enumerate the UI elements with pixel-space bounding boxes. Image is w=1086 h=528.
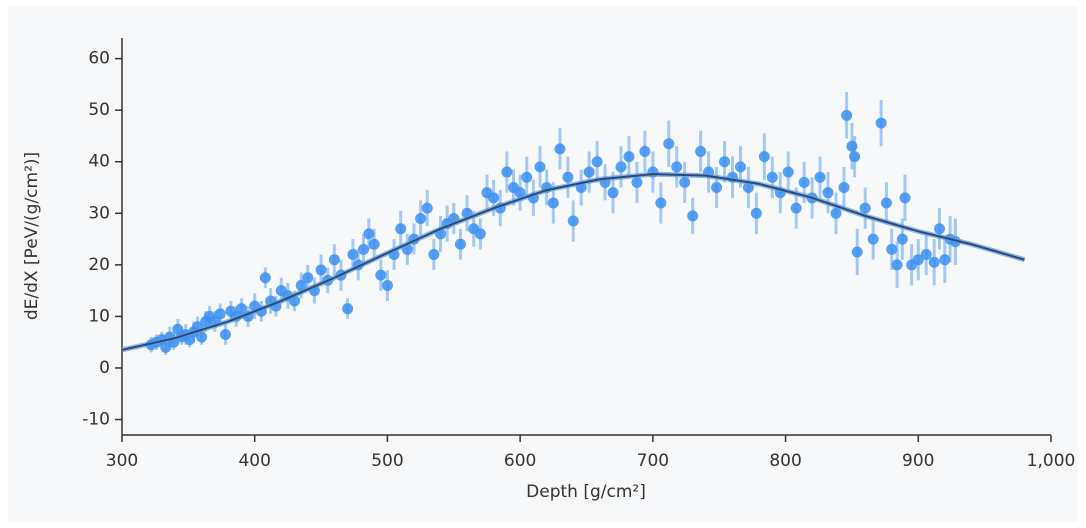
data-point	[591, 156, 603, 168]
data-point	[547, 197, 559, 209]
data-point	[875, 117, 887, 129]
data-point	[615, 161, 627, 173]
data-point	[347, 249, 359, 261]
data-point	[395, 223, 407, 235]
y-axis-title: dE/dX [PeV/(g/cm²)]	[22, 152, 42, 320]
data-point	[928, 256, 940, 268]
data-point	[534, 161, 546, 173]
data-point	[934, 223, 946, 235]
data-point	[846, 140, 858, 152]
data-point	[639, 145, 651, 157]
data-point	[631, 176, 643, 188]
data-point	[220, 328, 232, 340]
data-point	[671, 161, 683, 173]
data-point	[920, 249, 932, 261]
data-point	[899, 192, 911, 204]
data-point	[415, 212, 427, 224]
data-point	[830, 207, 842, 219]
y-tick-label: 0	[99, 358, 110, 378]
data-point	[474, 228, 486, 240]
data-point	[554, 143, 566, 155]
data-point	[758, 151, 770, 163]
data-point	[235, 303, 247, 315]
y-tick-label: 20	[88, 255, 110, 275]
data-point	[851, 246, 863, 258]
data-point	[358, 243, 370, 255]
data-point	[849, 151, 861, 163]
data-point	[295, 279, 307, 291]
data-point	[822, 187, 834, 199]
data-point	[328, 254, 340, 266]
data-point	[782, 166, 794, 178]
data-point	[259, 272, 271, 284]
data-point	[454, 238, 466, 250]
x-tick-label: 400	[238, 451, 270, 471]
data-point	[655, 197, 667, 209]
fit-line	[121, 173, 1025, 351]
x-tick-label: 1,000	[1027, 451, 1076, 471]
data-point	[381, 279, 393, 291]
data-point	[912, 254, 924, 266]
data-point	[891, 259, 903, 271]
data-point	[428, 249, 440, 261]
data-point	[363, 228, 375, 240]
data-point	[567, 215, 579, 227]
y-tick-label: 10	[88, 306, 110, 326]
data-point	[663, 138, 675, 150]
data-point	[896, 233, 908, 245]
data-point	[160, 341, 172, 353]
data-point	[750, 207, 762, 219]
data-point	[368, 238, 380, 250]
data-point	[880, 197, 892, 209]
data-point	[814, 171, 826, 183]
data-point	[375, 269, 387, 281]
data-point	[766, 171, 778, 183]
y-tick-label: -10	[82, 410, 110, 430]
data-point	[315, 264, 327, 276]
y-tick-label: 60	[88, 49, 110, 69]
data-point	[841, 109, 853, 121]
y-tick-label: 40	[88, 152, 110, 172]
data-point	[695, 145, 707, 157]
data-point	[342, 303, 354, 315]
data-point	[838, 182, 850, 194]
data-point	[798, 176, 810, 188]
x-tick-label: 300	[106, 451, 138, 471]
data-point	[859, 202, 871, 214]
data-point	[421, 202, 433, 214]
x-tick-label: 800	[769, 451, 801, 471]
data-point	[214, 308, 226, 320]
data-point	[679, 176, 691, 188]
data-point	[583, 166, 595, 178]
x-tick-label: 900	[902, 451, 934, 471]
data-point	[734, 161, 746, 173]
data-point	[687, 210, 699, 222]
data-point	[196, 331, 208, 343]
data-point	[867, 233, 879, 245]
data-point	[939, 254, 951, 266]
data-point	[302, 272, 314, 284]
data-point	[623, 151, 635, 163]
data-point	[562, 171, 574, 183]
data-point	[514, 187, 526, 199]
x-axis-title: Depth [g/cm²]	[526, 482, 646, 502]
data-point	[488, 192, 500, 204]
x-tick-label: 600	[504, 451, 536, 471]
data-point	[521, 171, 533, 183]
data-point	[711, 182, 723, 194]
data-point	[790, 202, 802, 214]
x-tick-label: 700	[637, 451, 669, 471]
x-tick-label: 500	[371, 451, 403, 471]
data-point	[607, 187, 619, 199]
data-point	[501, 166, 513, 178]
data-point	[719, 156, 731, 168]
data-point	[886, 243, 898, 255]
y-tick-label: 50	[88, 100, 110, 120]
y-tick-label: 30	[88, 203, 110, 223]
